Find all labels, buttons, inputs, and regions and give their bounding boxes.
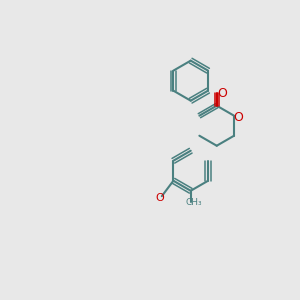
Text: O: O (155, 193, 164, 203)
Text: O: O (233, 111, 243, 124)
Text: O: O (217, 87, 227, 100)
Text: CH₃: CH₃ (185, 198, 202, 207)
